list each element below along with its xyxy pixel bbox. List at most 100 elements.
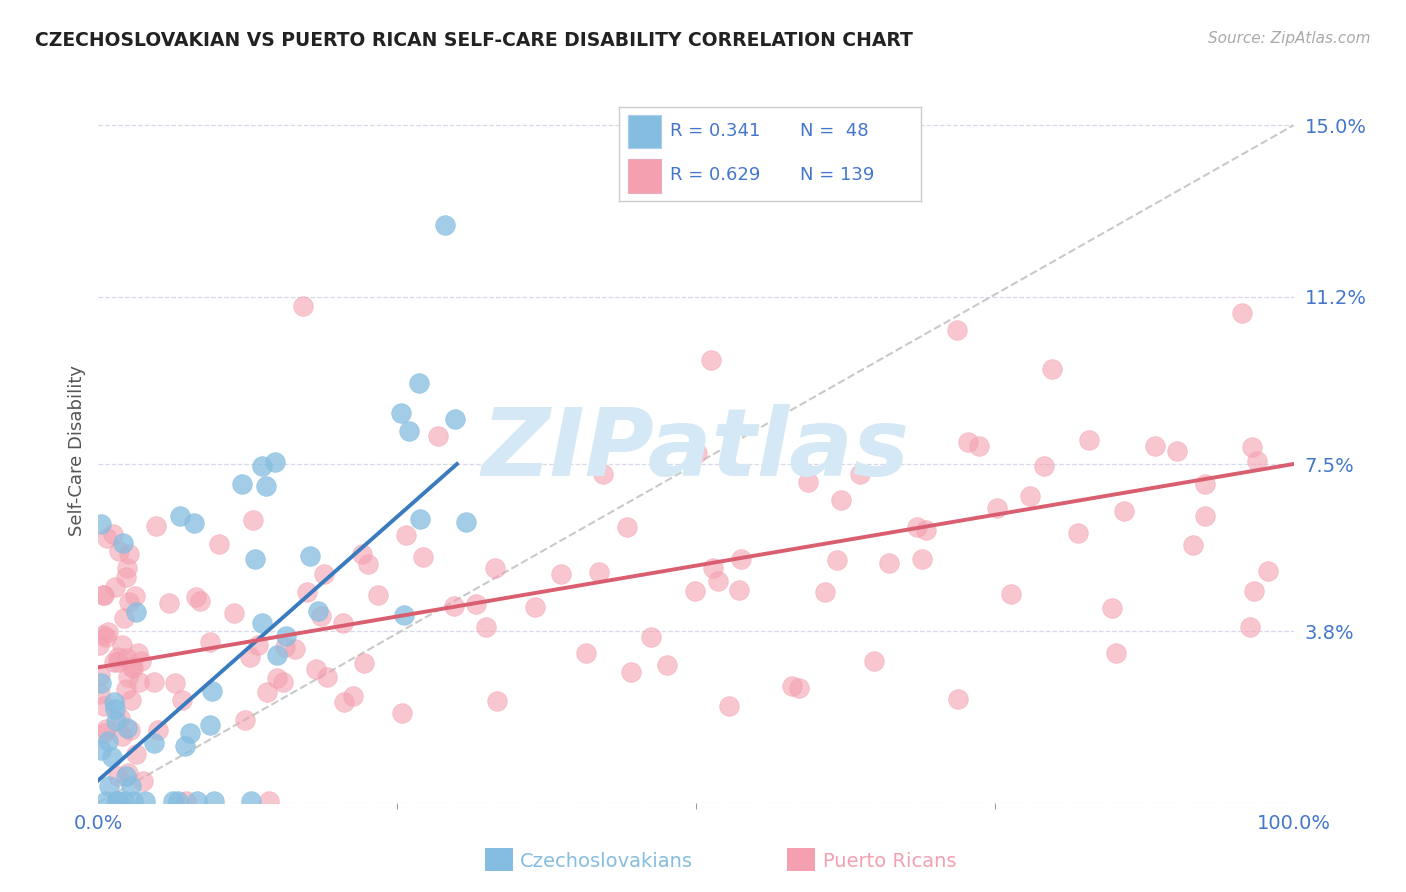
Point	[208, 537, 231, 551]
Point	[93, 725, 115, 739]
Point	[239, 650, 262, 665]
Point	[117, 765, 139, 780]
Point	[367, 588, 389, 602]
Point	[142, 674, 165, 689]
Point	[1067, 526, 1090, 541]
Point	[174, 793, 197, 807]
Point	[146, 723, 169, 738]
Point	[1040, 362, 1063, 376]
Point	[112, 610, 135, 624]
Point	[1246, 453, 1268, 467]
Point	[183, 516, 205, 531]
Point	[254, 479, 277, 493]
Point	[1144, 439, 1167, 453]
Point	[90, 742, 112, 756]
Point	[93, 699, 115, 714]
Point	[700, 353, 723, 368]
Point	[121, 660, 143, 674]
Point	[266, 648, 288, 662]
Point	[122, 793, 145, 807]
Point	[103, 527, 125, 541]
Point	[87, 638, 110, 652]
Point	[789, 681, 811, 695]
Point	[292, 299, 315, 313]
Point	[200, 718, 222, 732]
Point	[273, 674, 295, 689]
Point	[706, 574, 728, 589]
Point	[107, 769, 129, 783]
Point	[245, 551, 267, 566]
Point	[1112, 504, 1135, 518]
Point	[188, 594, 211, 608]
Bar	[627, 114, 661, 148]
Point	[162, 793, 184, 807]
Point	[592, 467, 614, 481]
Point	[1232, 306, 1254, 320]
Point	[179, 726, 201, 740]
Point	[1241, 440, 1264, 454]
Text: R = 0.629: R = 0.629	[671, 167, 761, 185]
Point	[1018, 489, 1040, 503]
Point	[252, 616, 274, 631]
Point	[96, 532, 118, 546]
Point	[274, 640, 297, 654]
Point	[728, 582, 751, 597]
Point	[89, 668, 111, 682]
Point	[877, 557, 900, 571]
Point	[111, 536, 134, 550]
Point	[718, 698, 741, 713]
Point	[1000, 587, 1022, 601]
Point	[120, 692, 142, 706]
Point	[588, 565, 610, 579]
Point	[239, 793, 262, 807]
Text: N = 139: N = 139	[800, 167, 875, 185]
Point	[256, 685, 278, 699]
Point	[550, 566, 572, 581]
Point	[170, 693, 193, 707]
Point	[266, 671, 288, 685]
Point	[127, 646, 149, 660]
Point	[103, 695, 125, 709]
Point	[117, 651, 139, 665]
Point	[105, 714, 128, 728]
Point	[342, 689, 364, 703]
Point	[284, 642, 307, 657]
Point	[730, 551, 752, 566]
Point	[186, 793, 208, 807]
Point	[986, 501, 1008, 516]
Point	[443, 599, 465, 613]
Point	[125, 747, 148, 761]
Point	[702, 561, 724, 575]
Point	[782, 679, 804, 693]
Point	[295, 585, 318, 599]
Point	[89, 687, 111, 701]
Point	[103, 655, 125, 669]
Point	[118, 595, 141, 609]
Point	[640, 630, 662, 644]
Point	[686, 445, 709, 459]
Point	[101, 749, 124, 764]
Point	[456, 516, 478, 530]
Point	[201, 683, 224, 698]
Point	[250, 459, 273, 474]
Point	[167, 793, 190, 807]
Point	[408, 376, 430, 390]
Point	[231, 477, 253, 491]
Text: Czechoslovakians: Czechoslovakians	[520, 852, 693, 871]
Point	[1101, 601, 1123, 615]
Point	[111, 638, 134, 652]
Point	[118, 723, 141, 737]
Point	[125, 605, 148, 619]
Point	[198, 634, 221, 648]
Point	[427, 428, 450, 442]
Point	[796, 475, 818, 489]
Point	[115, 769, 138, 783]
Point	[1182, 538, 1205, 552]
Point	[184, 590, 207, 604]
Point	[863, 654, 886, 668]
Point	[97, 734, 120, 748]
Point	[683, 583, 706, 598]
Point	[312, 567, 335, 582]
Point	[163, 676, 186, 690]
Point	[394, 528, 416, 542]
